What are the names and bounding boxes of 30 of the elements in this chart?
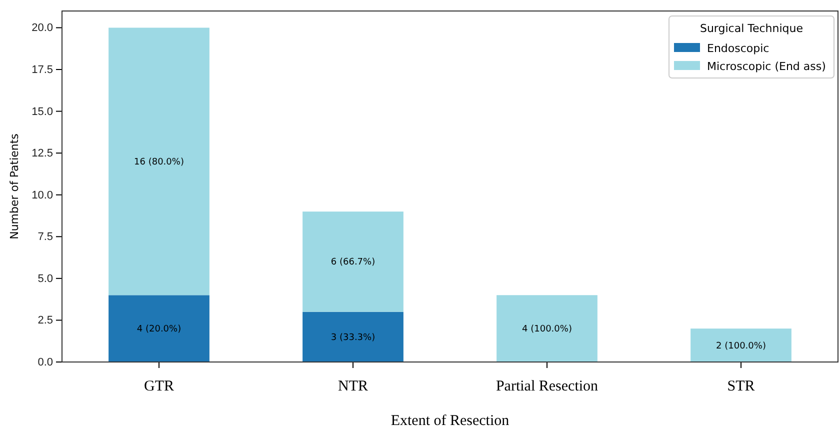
- data-label: 6 (66.7%): [330, 258, 376, 268]
- bar: [496, 295, 598, 362]
- bar: [302, 212, 404, 312]
- bar: [108, 28, 210, 296]
- data-label: 4 (100.0%): [522, 324, 572, 335]
- data-label: 2 (100.0%): [716, 341, 766, 352]
- y-tick-label: 17.5: [32, 64, 53, 76]
- x-tick-label: STR: [727, 378, 755, 394]
- y-tick-label: 5.0: [38, 272, 53, 285]
- bar: [690, 328, 792, 362]
- data-label: 16 (80.0%): [134, 157, 184, 168]
- y-tick-label: 15.0: [32, 106, 53, 118]
- data-label: 3 (33.3%): [330, 332, 376, 343]
- legend-label: Microscopic (End ass): [707, 60, 826, 73]
- x-tick-label: GTR: [144, 378, 174, 394]
- y-tick-label: 2.5: [38, 314, 53, 327]
- y-tick-label: 0.0: [38, 356, 53, 369]
- y-tick-label: 12.5: [32, 148, 53, 160]
- data-label: 4 (20.0%): [136, 324, 182, 335]
- x-tick-label: NTR: [338, 378, 368, 394]
- y-axis-title: Number of Patients: [8, 133, 21, 240]
- y-tick-label: 7.5: [38, 231, 53, 244]
- y-tick-label: 10.0: [32, 189, 53, 202]
- x-axis-title: Extent of Resection: [390, 413, 510, 429]
- x-tick-label: Partial Resection: [496, 378, 599, 394]
- y-tick-label: 20.0: [32, 22, 53, 34]
- bar: [302, 312, 404, 362]
- legend-label: Endoscopic: [707, 42, 770, 55]
- legend-title: Surgical Technique: [700, 22, 804, 35]
- bar: [108, 295, 210, 362]
